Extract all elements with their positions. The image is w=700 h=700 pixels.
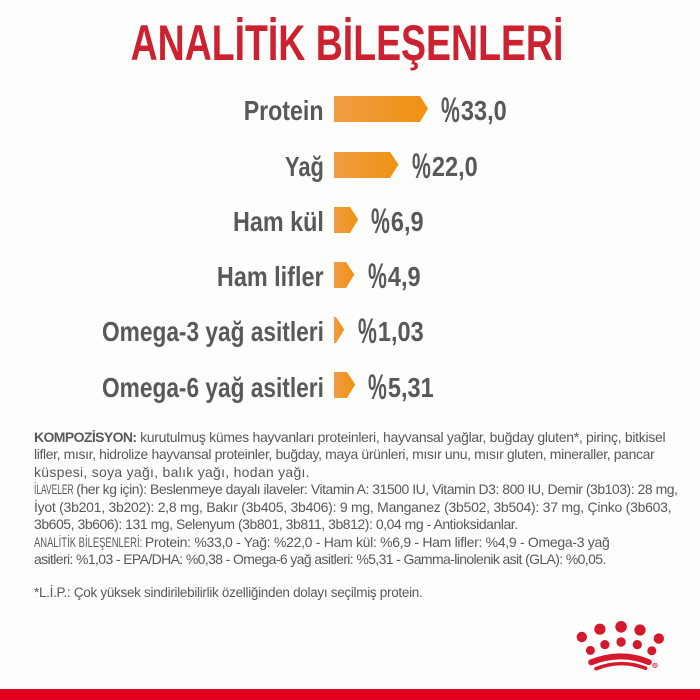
svg-text:R: R (653, 663, 656, 668)
